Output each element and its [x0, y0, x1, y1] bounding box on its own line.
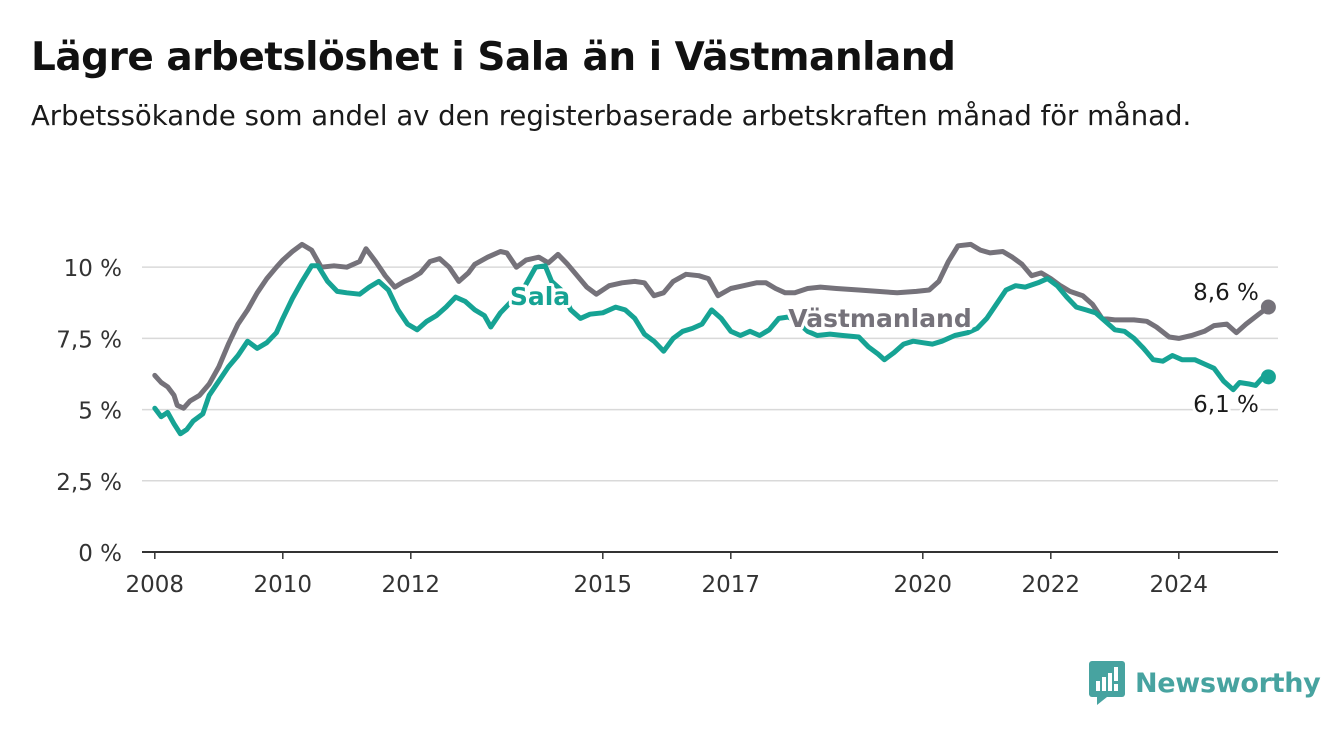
- series-end-marker-sala: [1260, 369, 1276, 385]
- x-tick-label: 2024: [1150, 572, 1209, 598]
- x-tick-label: 2012: [382, 572, 441, 598]
- y-tick-label: 10 %: [64, 256, 122, 282]
- series-line-sala: [152, 263, 1271, 437]
- series-name-label-vstmanland: Västmanland: [788, 304, 972, 333]
- x-tick-label: 2010: [254, 572, 313, 598]
- x-tick-label: 2008: [126, 572, 185, 598]
- x-tick-label: 2015: [574, 572, 633, 598]
- y-tick-label: 2,5 %: [56, 470, 122, 496]
- series-lines: [152, 241, 1276, 437]
- brand-name: Newsworthy: [1135, 667, 1321, 699]
- series-value-label-sala: 6,1 %: [1193, 392, 1259, 418]
- x-tick-label: 2020: [894, 572, 953, 598]
- series-line-vstmanland: [152, 241, 1271, 411]
- newsworthy-logo-icon: [1089, 661, 1125, 705]
- y-tick-label: 7,5 %: [56, 327, 122, 353]
- x-tick-label: 2017: [702, 572, 761, 598]
- series-value-label-vstmanland: 8,6 %: [1193, 280, 1259, 306]
- series-labels: Västmanland 8,6 % Sala 6,1 %: [507, 277, 1262, 421]
- newsworthy-brand: Newsworthy: [1089, 660, 1321, 706]
- x-axis-ticks: 2008 2010 2012 2015 2017 2020 2022 2024: [126, 552, 1209, 598]
- x-tick-label: 2022: [1022, 572, 1081, 598]
- series-end-marker-vstmanland: [1260, 299, 1276, 315]
- y-tick-label: 5 %: [78, 399, 122, 425]
- chart-title: Lägre arbetslöshet i Sala än i Västmanla…: [31, 35, 956, 80]
- gridlines: [142, 266, 1278, 482]
- series-name-label-sala: Sala: [510, 282, 570, 311]
- chart-subtitle: Arbetssökande som andel av den registerb…: [31, 100, 1192, 132]
- y-axis-tick-labels: 0 % 2,5 % 5 % 7,5 % 10 %: [56, 256, 122, 567]
- y-tick-label: 0 %: [78, 541, 122, 567]
